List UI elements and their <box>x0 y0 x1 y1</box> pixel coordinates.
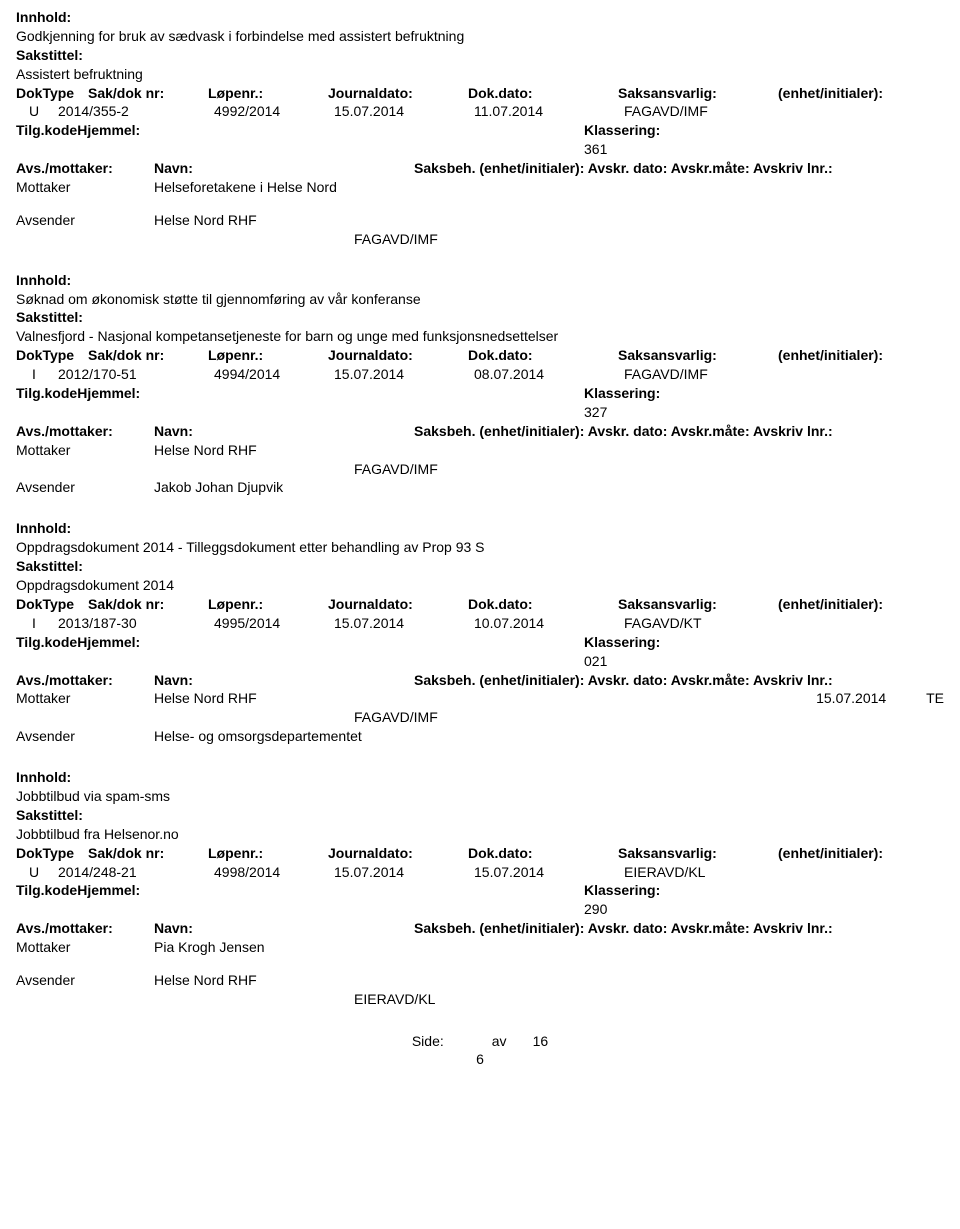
value-row: U 2014/248-21 4998/2014 15.07.2014 15.07… <box>16 863 944 882</box>
column-headers: DokType Sak/dok nr: Løpenr.: Journaldato… <box>16 595 944 614</box>
sakstittel-text: Oppdragsdokument 2014 <box>16 576 944 595</box>
saksbeh-header: Avs./mottaker: Navn: Saksbeh. (enhet/ini… <box>16 671 944 690</box>
hdr-sakdok: Sak/dok nr: <box>88 84 208 103</box>
mottaker-label: Mottaker <box>16 178 154 197</box>
innhold-text: Godkjenning for bruk av sædvask i forbin… <box>16 27 944 46</box>
sakstittel-label: Sakstittel: <box>16 308 944 327</box>
klassering-value: 327 <box>584 403 944 422</box>
value-row: U 2014/355-2 4992/2014 15.07.2014 11.07.… <box>16 102 944 121</box>
avsender-row: Avsender Helse Nord RHF <box>16 971 944 990</box>
sakstittel-text: Jobbtilbud fra Helsenor.no <box>16 825 944 844</box>
value-row: I 2013/187-30 4995/2014 15.07.2014 10.07… <box>16 614 944 633</box>
avsender-unit: FAGAVD/IMF <box>354 230 944 249</box>
klass-value-row: 361 <box>16 140 944 159</box>
tilg-klass-row: Tilg.kodeHjemmel: Klassering: <box>16 881 944 900</box>
footer-total: 16 <box>533 1033 549 1049</box>
tilgkode-label: Tilg.kodeHjemmel: <box>16 121 154 140</box>
avsender-name: Helse Nord RHF <box>154 211 944 230</box>
val-sakdok: 2014/355-2 <box>52 102 214 121</box>
innhold-label: Innhold: <box>16 271 944 290</box>
tilg-klass-row: Tilg.kodeHjemmel: Klassering: <box>16 384 944 403</box>
innhold-label: Innhold: <box>16 8 944 27</box>
sakstittel-label: Sakstittel: <box>16 557 944 576</box>
journal-page: Innhold: Godkjenning for bruk av sædvask… <box>0 0 960 1075</box>
tilg-klass-row: Tilg.kodeHjemmel: Klassering: <box>16 633 944 652</box>
sakstittel-label: Sakstittel: <box>16 46 944 65</box>
navn-label: Navn: <box>154 159 414 178</box>
column-headers: DokType Sak/dok nr: Løpenr.: Journaldato… <box>16 844 944 863</box>
sakstittel-text: Assistert befruktning <box>16 65 944 84</box>
avskr-date: 15.07.2014 <box>816 689 926 708</box>
val-doktype: U <box>16 102 52 121</box>
value-row: I 2012/170-51 4994/2014 15.07.2014 08.07… <box>16 365 944 384</box>
hdr-lopenr: Løpenr.: <box>208 84 328 103</box>
avskr-method: TE <box>926 689 944 708</box>
mottaker-unit: FAGAVD/IMF <box>354 460 944 479</box>
hdr-doktype: DokType <box>16 84 88 103</box>
column-headers: DokType Sak/dok nr: Løpenr.: Journaldato… <box>16 84 944 103</box>
val-saksansv: FAGAVD/IMF <box>624 102 784 121</box>
hdr-enhet: (enhet/initialer): <box>778 84 883 103</box>
klassering-value: 361 <box>584 140 944 159</box>
saksbeh-labels: Saksbeh. (enhet/initialer): Avskr. dato:… <box>414 159 944 178</box>
val-lopenr: 4992/2014 <box>214 102 334 121</box>
sakstittel-text: Valnesfjord - Nasjonal kompetansetjenest… <box>16 327 944 346</box>
journal-entry: Innhold: Jobbtilbud via spam-sms Sakstit… <box>16 768 944 1009</box>
footer-av: av <box>492 1033 507 1049</box>
hdr-journal: Journaldato: <box>328 84 468 103</box>
avsender-unit: EIERAVD/KL <box>354 990 944 1009</box>
innhold-label: Innhold: <box>16 768 944 787</box>
innhold-text: Jobbtilbud via spam-sms <box>16 787 944 806</box>
saksbeh-header: Avs./mottaker: Navn: Saksbeh. (enhet/ini… <box>16 919 944 938</box>
tilg-klass-row: Tilg.kodeHjemmel: Klassering: <box>16 121 944 140</box>
mottaker-unit: FAGAVD/IMF <box>354 708 944 727</box>
innhold-text: Oppdragsdokument 2014 - Tilleggsdokument… <box>16 538 944 557</box>
mottaker-name: Helseforetakene i Helse Nord <box>154 178 944 197</box>
klassering-value: 021 <box>584 652 944 671</box>
mottaker-row: Mottaker Pia Krogh Jensen <box>16 938 944 957</box>
mottaker-row: Mottaker Helse Nord RHF 15.07.2014 TE <box>16 689 944 708</box>
page-footer: Side: av 16 6 <box>16 1033 944 1067</box>
avsender-label: Avsender <box>16 211 154 230</box>
column-headers: DokType Sak/dok nr: Løpenr.: Journaldato… <box>16 346 944 365</box>
klassering-value: 290 <box>584 900 944 919</box>
saksbeh-header: Avs./mottaker: Navn: Saksbeh. (enhet/ini… <box>16 422 944 441</box>
mottaker-row: Mottaker Helse Nord RHF <box>16 441 944 460</box>
journal-entry: Innhold: Oppdragsdokument 2014 - Tillegg… <box>16 519 944 746</box>
journal-entry: Innhold: Godkjenning for bruk av sædvask… <box>16 8 944 249</box>
sakstittel-label: Sakstittel: <box>16 806 944 825</box>
innhold-label: Innhold: <box>16 519 944 538</box>
hdr-saksansv: Saksansvarlig: <box>618 84 778 103</box>
hdr-dokdato: Dok.dato: <box>468 84 618 103</box>
footer-page-number: 6 <box>16 1051 944 1067</box>
avsender-row: Avsender Helse- og omsorgsdepartementet <box>16 727 944 746</box>
val-dokdato: 11.07.2014 <box>474 102 624 121</box>
val-journal: 15.07.2014 <box>334 102 474 121</box>
mottaker-row: Mottaker Helseforetakene i Helse Nord <box>16 178 944 197</box>
klassering-label: Klassering: <box>584 121 944 140</box>
innhold-text: Søknad om økonomisk støtte til gjennomfø… <box>16 290 944 309</box>
footer-side-label: Side: <box>412 1033 444 1049</box>
journal-entry: Innhold: Søknad om økonomisk støtte til … <box>16 271 944 498</box>
avsender-row: Avsender Jakob Johan Djupvik <box>16 478 944 497</box>
avsmottaker-label: Avs./mottaker: <box>16 159 154 178</box>
avsender-row: Avsender Helse Nord RHF <box>16 211 944 230</box>
saksbeh-header: Avs./mottaker: Navn: Saksbeh. (enhet/ini… <box>16 159 944 178</box>
